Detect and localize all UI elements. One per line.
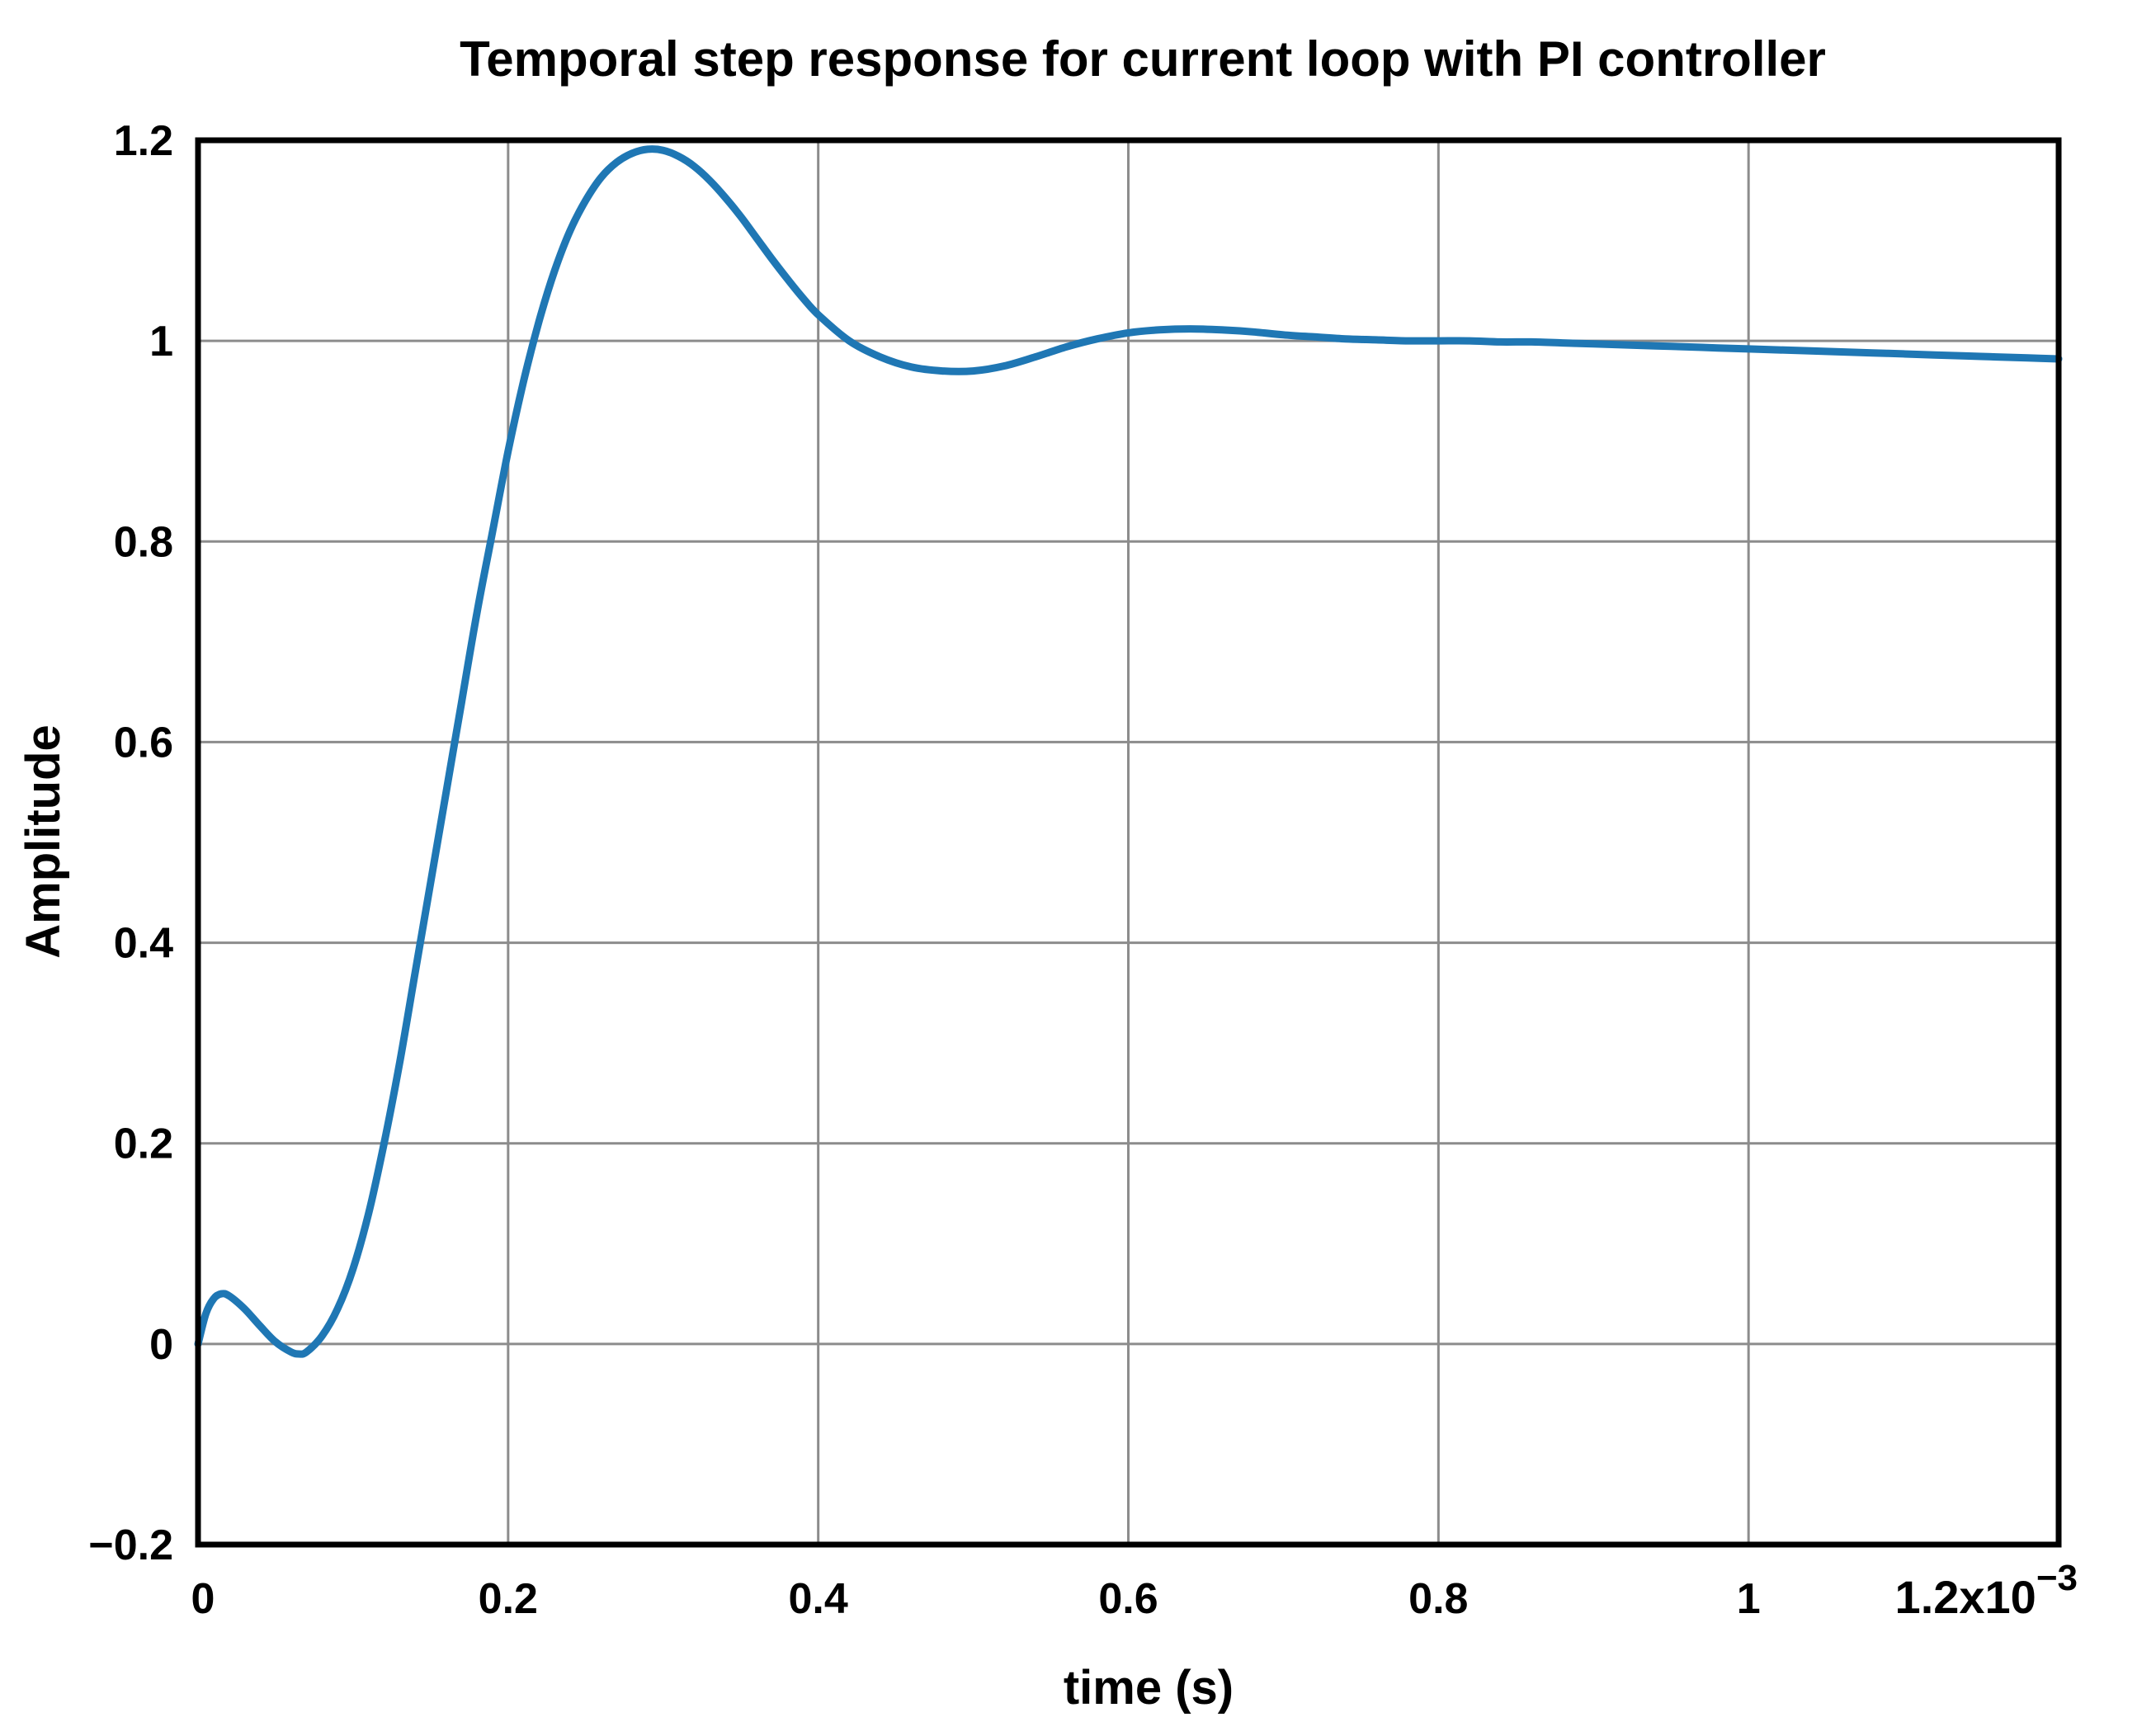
x-last-tick-prefix: 1.2x10: [1895, 1571, 2036, 1623]
x-tick-label: 0.2: [479, 1575, 538, 1623]
y-tick-label: 0.8: [114, 518, 173, 566]
x-last-tick-label: 1.2x10−3: [1895, 1558, 2078, 1623]
y-axis-label: Amplitude: [17, 724, 70, 959]
y-tick-labels: −0.2 0 0.2 0.4 0.6 0.8 1 1.2: [88, 117, 173, 1569]
y-tick-label: 0: [149, 1321, 173, 1369]
x-tick-label: 0: [191, 1575, 215, 1623]
series-line: [194, 145, 2063, 1358]
x-axis-label: time (s): [1064, 1661, 1234, 1715]
y-tick-label: 1.2: [114, 117, 173, 165]
y-tick-label: 0.6: [114, 719, 173, 767]
x-tick-labels: 0 0.2 0.4 0.6 0.8 1: [191, 1575, 1761, 1623]
x-tick-label: 0.4: [789, 1575, 848, 1623]
chart-title: Temporal step response for current loop …: [460, 31, 1826, 87]
y-tick-label: −0.2: [88, 1521, 173, 1569]
x-tick-label: 0.8: [1408, 1575, 1468, 1623]
x-tick-label: 1: [1737, 1575, 1761, 1623]
y-tick-label: 1: [149, 318, 173, 366]
y-tick-label: 0.4: [114, 920, 173, 968]
x-last-tick-exponent: −3: [2036, 1558, 2078, 1598]
x-tick-label: 0.6: [1098, 1575, 1158, 1623]
plot-frame: [195, 137, 2062, 1548]
y-tick-label: 0.2: [114, 1120, 173, 1168]
